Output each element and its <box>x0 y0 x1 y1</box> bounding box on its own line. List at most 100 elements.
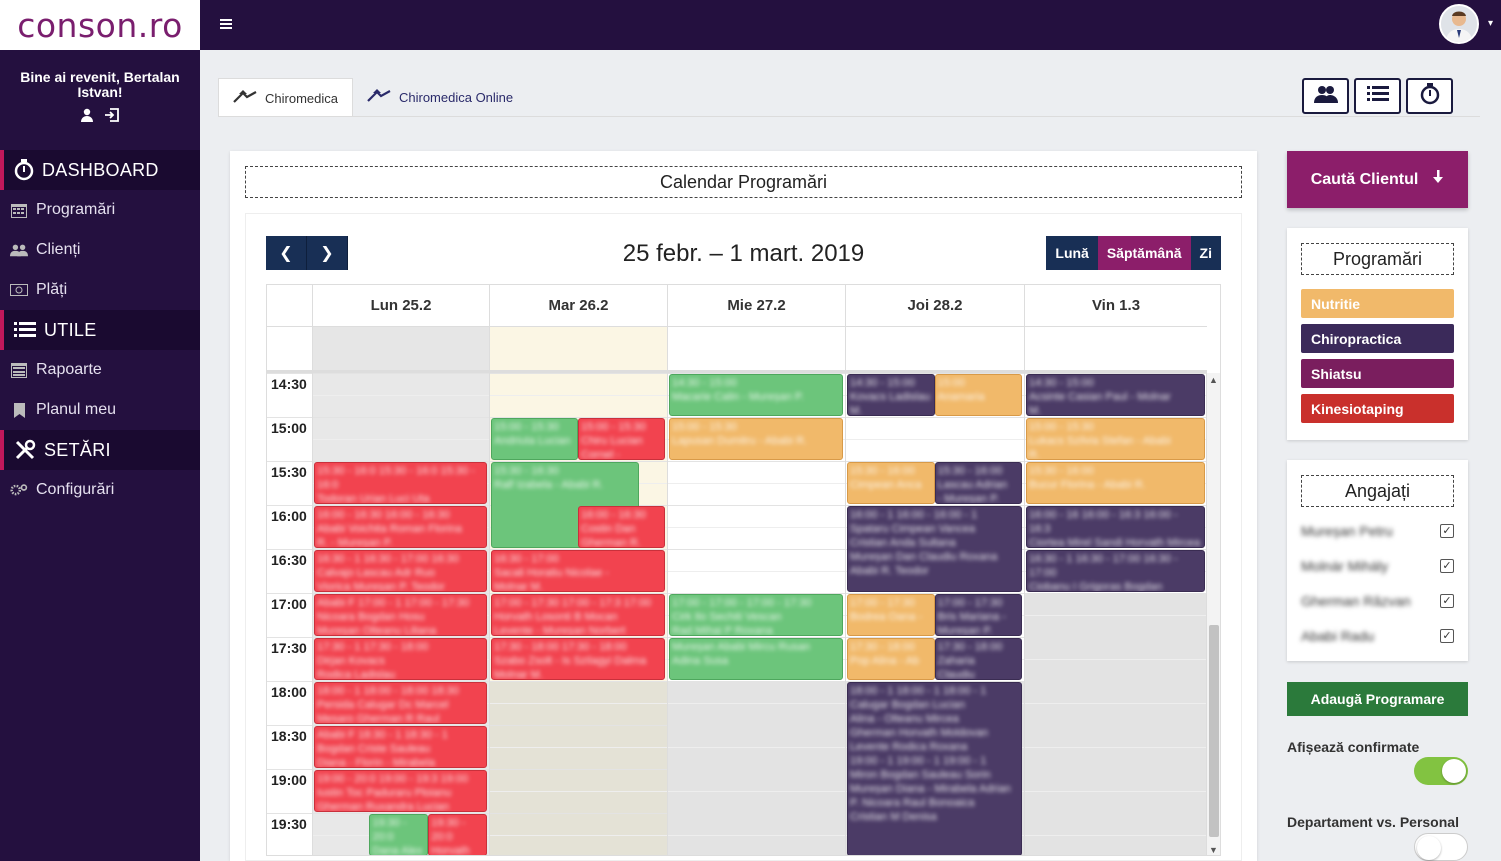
appointment-event[interactable]: 15:00 - 15:30 Chiru Lucian Cornel - <box>578 418 665 460</box>
appointment-event[interactable]: Mureșan Ababi Mircu Rusan Adina Susa <box>669 638 843 680</box>
appointment-event[interactable]: 15:30 - 16:00 Lascau Adrian - Mureșan P. <box>934 462 1022 504</box>
appointment-event[interactable]: 17:00 - 17:00 - 17:00 - 17:30 Cirk Ilo Se… <box>669 594 843 636</box>
sidebar-item-label: Rapoarte <box>36 361 102 378</box>
legend-item-1[interactable]: Chiropractica <box>1301 324 1454 353</box>
appointment-event[interactable]: 17:30 - 1 17:30 - 18:00 Dirjan Kovacs Rodi… <box>314 638 487 680</box>
day-header-2[interactable]: Mie 27.2 <box>667 285 845 327</box>
appointment-event[interactable]: 17:00 - 17:30 17:00 - 17:3 17:00 Horvath … <box>491 594 665 636</box>
employee-checkbox[interactable]: ✓ <box>1440 593 1454 608</box>
show-confirmed-toggle[interactable] <box>1414 757 1468 785</box>
all-day-cell[interactable] <box>667 327 845 373</box>
appointment-event[interactable]: 14:30 - 15:00 Macarie Calin - Mureșan P. <box>669 374 843 416</box>
sidebar-item-0[interactable]: Configurări <box>0 470 200 510</box>
profile-icon[interactable] <box>80 108 94 122</box>
employee-checkbox[interactable]: ✓ <box>1440 558 1454 573</box>
sidebar-item-0[interactable]: Programări <box>0 190 200 230</box>
appointment-event[interactable]: 17:30 - 18:00 17:30 - 18:00 Szabo Zsolt -… <box>491 638 665 680</box>
employee-row[interactable]: Gherman Răzvan ✓ <box>1301 583 1454 618</box>
legend-item-3[interactable]: Kinesiotaping <box>1301 394 1454 423</box>
chevron-down-icon[interactable]: ▾ <box>1487 18 1493 29</box>
scrollbar-thumb[interactable] <box>1209 625 1219 837</box>
nav-section-0[interactable]: DASHBOARD <box>0 150 200 190</box>
arrow-down-icon <box>1432 170 1444 189</box>
appointment-event[interactable]: 16:30 - 17:00 Sacali Horatiu Nicolae - Mol… <box>491 550 665 592</box>
day-header-1[interactable]: Mar 26.2 <box>489 285 667 327</box>
appointment-event[interactable]: 16:30 - 1 16:30 - 17:00 16:30 Calvajo Las… <box>314 550 487 592</box>
appointment-event[interactable]: 17:00 - 17:30 Bris Mariana - Mureșan P. <box>934 594 1022 636</box>
day-header-0[interactable]: Lun 25.2 <box>312 285 489 327</box>
day-header-4[interactable]: Vin 1.3 <box>1024 285 1207 327</box>
employee-row[interactable]: Mureșan Petru ✓ <box>1301 513 1454 548</box>
all-day-cell[interactable] <box>312 327 489 373</box>
appointment-event[interactable]: 15:00 Anamaria <box>934 374 1022 416</box>
appointment-event[interactable]: 18:00 - 1 18:00 - 1 18:00 - 1 Calugar Bog… <box>847 682 1022 855</box>
event-text: Ababi F 17:00 - 1 17:00 - 17:30 <box>317 597 470 609</box>
sidebar-item-0[interactable]: Rapoarte <box>0 350 200 390</box>
appointment-event[interactable]: 17:30 - 18:00 Pop Alina - Ab <box>847 638 935 680</box>
all-day-cell[interactable] <box>1024 327 1207 373</box>
calendar-panel: Calendar Programări ❮ ❯ 25 febr. – 1 mar… <box>230 151 1257 861</box>
appointment-event[interactable]: 17:00 - 17:30 Bodrea Oana - <box>847 594 935 636</box>
timer-view-button[interactable] <box>1406 78 1453 114</box>
appointment-event[interactable]: 17:30 - 18:00 Zaharia Claudiu <box>934 638 1022 680</box>
employee-row[interactable]: Molnár Mihály ✓ <box>1301 548 1454 583</box>
appointment-event[interactable]: 18:00 - 1 18:00 - 18:00 18:30 Persida Cal… <box>314 682 487 724</box>
add-appointment-button[interactable]: Adaugă Programare <box>1287 682 1468 716</box>
search-client-button[interactable]: Caută Clientul <box>1287 151 1468 208</box>
event-text: 17:30 - 18:00 17:30 - 18:00 <box>494 641 627 653</box>
view-button-2[interactable]: Zi <box>1190 236 1221 270</box>
appointment-event[interactable]: 19:00 - 20:0 19:00 - 19:3 19:00 Iustin To… <box>314 770 487 812</box>
prev-week-button[interactable]: ❮ <box>266 236 307 270</box>
list-view-button[interactable] <box>1354 78 1401 114</box>
logout-icon[interactable] <box>104 108 120 122</box>
nav-section-2[interactable]: SETĂRI <box>0 430 200 470</box>
all-day-cell[interactable] <box>845 327 1024 373</box>
next-week-button[interactable]: ❯ <box>307 236 348 270</box>
slot-line <box>267 593 1220 594</box>
appointment-event[interactable]: 15:00 - 15:30 Lukacs Szilvia Stefan - Aba… <box>1026 418 1205 460</box>
appointment-event[interactable]: 14:30 - 15:00 Kovacs Ladislau M. <box>847 374 935 416</box>
avatar[interactable] <box>1439 4 1479 44</box>
logo[interactable]: conson.ro <box>0 0 200 50</box>
employee-checkbox[interactable]: ✓ <box>1440 523 1454 538</box>
appointment-event[interactable]: 15:00 - 15:30 Lapusan Dumitru - Ababi R. <box>669 418 843 460</box>
event-text: Ciobanu I Grigoras Bogdan <box>1029 581 1163 592</box>
employee-row[interactable]: Ababi Radu ✓ <box>1301 618 1454 653</box>
view-button-0[interactable]: Lună <box>1046 236 1098 270</box>
dept-toggle[interactable] <box>1414 833 1468 861</box>
appointment-event[interactable]: 16:00 - 16:30 16:00 - 16:30 Ababi Voichit… <box>314 506 487 548</box>
sidebar-item-2[interactable]: Plăți <box>0 270 200 310</box>
event-text: Nicoara Bogdan Hosu <box>317 611 425 623</box>
tab-0[interactable]: Chiromedica <box>218 78 353 117</box>
sidebar-item-1[interactable]: Clienți <box>0 230 200 270</box>
nav-section-1[interactable]: UTILE <box>0 310 200 350</box>
hamburger-icon[interactable] <box>220 17 232 35</box>
appointment-event[interactable]: 16:30 - 1 16:30 - 17:00 16:30 - 17:00 Cio… <box>1026 550 1205 592</box>
tab-1[interactable]: Chiromedica Online <box>353 78 527 117</box>
appointment-event[interactable]: Ababi F 18:30 - 1 18:30 - 1 Bogdan Criste… <box>314 726 487 768</box>
scroll-down-icon[interactable]: ▼ <box>1209 845 1218 855</box>
appointment-event[interactable]: 16:00 - 16 16:00 - 16:3 16:00 - 16:3 Cior… <box>1026 506 1205 548</box>
appointment-event[interactable]: 16:00 - 16:30 Costin Dan Gherman R. <box>578 506 665 548</box>
appointment-event[interactable]: 15:00 - 15:30 Andriuta Lucian <box>491 418 578 460</box>
grid-scrollbar[interactable]: ▲ ▼ <box>1206 373 1220 855</box>
appointment-event[interactable]: 19:30 - 20:0HorvathLevente - <box>428 814 487 855</box>
event-text: Iustin Toc Paduraru Ploianu <box>317 787 452 799</box>
appointment-event[interactable]: Ababi F 17:00 - 1 17:00 - 17:30 Nicoara B… <box>314 594 487 636</box>
appointment-event[interactable]: 15:30 - 16:00 Bucur Florina - Ababi R. <box>1026 462 1205 504</box>
legend-item-0[interactable]: Nutritie <box>1301 289 1454 318</box>
view-button-1[interactable]: Săptămână <box>1097 236 1191 270</box>
appointment-event[interactable]: 16:00 - 1 16:00 - 16:00 - 1 Spataru Cimpe… <box>847 506 1022 592</box>
all-day-cell[interactable] <box>489 327 667 373</box>
day-header-3[interactable]: Joi 28.2 <box>845 285 1024 327</box>
nav-section-label: DASHBOARD <box>42 159 159 180</box>
legend-item-2[interactable]: Shiatsu <box>1301 359 1454 388</box>
appointment-event[interactable]: 15:30 - 16:00 Cimpean Anca <box>847 462 935 504</box>
scroll-up-icon[interactable]: ▲ <box>1209 375 1218 385</box>
appointment-event[interactable]: 14:30 - 15:00 Acsinte Casian Paul - Molna… <box>1026 374 1205 416</box>
sidebar-item-1[interactable]: Planul meu <box>0 390 200 430</box>
users-view-button[interactable] <box>1302 78 1349 114</box>
employee-checkbox[interactable]: ✓ <box>1440 628 1454 643</box>
appointment-event[interactable]: 15:30 - 16:0 15:30 - 16:0 15:30 - 16:0 To… <box>314 462 487 504</box>
